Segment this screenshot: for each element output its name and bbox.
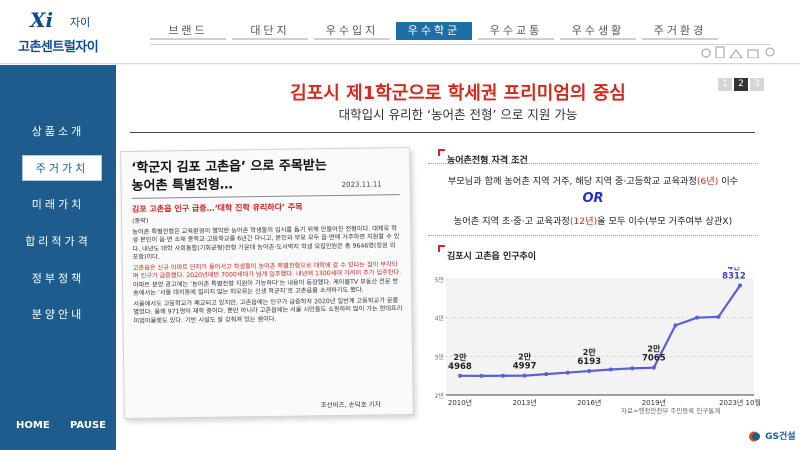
data-point xyxy=(651,365,656,370)
criteria-title: 농어촌전형 자격 조건 xyxy=(447,156,528,166)
page-title: 김포시 제1학군으로 학세권 프리미엄의 중심 xyxy=(290,83,626,104)
y-tick-label: 3만 xyxy=(435,353,445,361)
y-tick-label: 2만 xyxy=(435,392,445,400)
nav-large-complex[interactable]: 대단지 xyxy=(232,22,308,40)
article-subhead: 김포 고촌읍 인구 급증…‘대학 진학 유리하다’ 주목 xyxy=(131,202,303,214)
brand-logo[interactable]: Xi 자이 고촌센트럴자이 xyxy=(18,8,128,56)
gs-brand-logo: GS건설 xyxy=(748,429,796,442)
article-paragraph: 서울에서도 고등학교가 폐교되고 있지만, 고촌읍에는 인구가 급증하자 202… xyxy=(133,296,403,325)
page-subtitle: 대학입시 유리한 ‘농어촌 전형’ 으로 지원 가능 xyxy=(338,107,578,122)
pause-button[interactable]: PAUSE xyxy=(70,420,106,431)
data-point xyxy=(716,314,721,319)
data-point xyxy=(458,373,462,378)
article-text: 아파트 분양 광고에는 ‘농어촌 특별전형 지원이 가능하다’는 내용이 등장했… xyxy=(132,277,399,297)
xi-logo-mark: Xi xyxy=(30,8,54,32)
sidebar-item-living-value[interactable]: 주거가치 xyxy=(22,155,102,181)
sidebar-item-product[interactable]: 상품소개 xyxy=(31,125,85,138)
data-point xyxy=(565,370,570,375)
x-tick-label: 2010년 xyxy=(448,398,472,407)
bracket-icon xyxy=(438,149,445,156)
bracket-icon xyxy=(438,245,445,252)
left-sidebar: 상품소개 주거가치 미래가치 합리적가격 정부정책 분양안내 HOME PAUS… xyxy=(0,65,116,450)
criteria-text: 농어촌 지역 초·중·고 교육과정 xyxy=(453,216,570,227)
data-label: 8312 xyxy=(722,272,746,282)
chart-plot-area xyxy=(446,279,754,395)
data-point xyxy=(738,283,742,288)
page-indicator: 1 2 3 xyxy=(718,78,766,91)
population-title: 김포시 고촌읍 인구추이 xyxy=(447,252,537,262)
gs-brand-text: GS건설 xyxy=(765,432,796,442)
sidebar-item-sales-info[interactable]: 분양안내 xyxy=(31,308,85,321)
x-tick-label: 2019년 xyxy=(642,398,666,407)
data-point xyxy=(587,369,592,374)
article-headline: ‘학군지 김포 고촌읍’ 으로 주목받는 농어촌 특별전형… xyxy=(131,158,327,194)
data-point xyxy=(544,372,549,377)
criteria-text: 을 모두 이수(부모 거주여부 상관X) xyxy=(597,216,733,227)
nav-environment[interactable]: 주거환경 xyxy=(642,22,718,40)
x-tick-label: 2013년 xyxy=(512,398,536,407)
or-label: OR xyxy=(582,191,604,206)
criteria-highlight: (6년) xyxy=(696,176,719,187)
nav-location[interactable]: 우수입지 xyxy=(314,22,390,40)
data-label: 6193 xyxy=(577,357,601,367)
home-button[interactable]: HOME xyxy=(16,420,50,431)
data-point xyxy=(673,323,678,328)
page-3-button[interactable]: 3 xyxy=(750,78,764,91)
sidebar-item-price[interactable]: 합리적가격 xyxy=(25,235,91,248)
gs-circle-icon xyxy=(749,431,760,442)
data-label: 4968 xyxy=(448,362,472,372)
criteria-bottom-divider xyxy=(428,235,758,236)
nav-transport[interactable]: 우수교통 xyxy=(478,22,554,40)
sidebar-item-policy[interactable]: 정부정책 xyxy=(31,272,85,285)
article-paragraph: 고촌읍은 신규 아파트 단지가 들어서고 학생들이 농어촌 특별전형으로 대학에… xyxy=(133,261,403,299)
data-label: 4만 xyxy=(728,267,742,272)
nav-living[interactable]: 우수생활 xyxy=(560,22,636,40)
page-2-button[interactable]: 2 xyxy=(734,78,748,91)
data-point xyxy=(501,373,506,378)
criteria-box: 부모님과 함께 농어촌 지역 거주, 해당 지역 중·고등학교 교육과정(6년)… xyxy=(428,169,758,233)
y-tick-label: 5만 xyxy=(435,276,445,284)
series-line xyxy=(459,284,741,377)
data-point xyxy=(522,373,527,378)
nav-school-district[interactable]: 우수학군 xyxy=(396,22,472,40)
complex-name: 고촌센트럴자이 xyxy=(18,40,99,55)
data-point xyxy=(479,373,484,378)
chart-source: 자료=행정안전부 주민등록 인구통계 xyxy=(621,407,721,415)
article-date: 2023.11.11 xyxy=(341,180,382,189)
article-highlight: 고촌읍은 신규 아파트 단지가 들어서고 학생들이 농어촌 특별전형으로 대학에… xyxy=(132,260,402,280)
page-1-button[interactable]: 1 xyxy=(718,78,732,91)
criteria-text: 부모님과 함께 농어촌 지역 거주, 해당 지역 중·고등학교 교육과정 xyxy=(447,176,697,187)
nav-divider xyxy=(150,44,770,45)
x-tick-label: 2016년 xyxy=(577,398,601,407)
sidebar-item-future-value[interactable]: 미래가치 xyxy=(31,198,85,211)
data-point xyxy=(608,367,613,372)
news-clipping: ‘학군지 김포 고촌읍’ 으로 주목받는 농어촌 특별전형… 2023.11.1… xyxy=(120,146,414,420)
criteria-line-1: 부모님과 함께 농어촌 지역 거주, 해당 지역 중·고등학교 교육과정(6년)… xyxy=(428,173,758,187)
data-label: 2만 xyxy=(454,352,468,362)
nav-brand[interactable]: 브랜드 xyxy=(150,22,226,40)
criteria-highlight: (12년) xyxy=(569,216,598,227)
main-content: 김포시 제1학군으로 학세권 프리미엄의 중심 대학입시 유리한 ‘농어촌 전형… xyxy=(116,65,800,450)
title-divider xyxy=(130,132,755,133)
criteria-line-2: 농어촌 지역 초·중·고 교육과정(12년)을 모두 이수(부모 거주여부 상관… xyxy=(428,213,758,227)
article-byline: 조선비즈, 손덕호 기자 xyxy=(320,400,381,410)
town-icon xyxy=(701,46,775,58)
top-nav: 브랜드 대단지 우수입지 우수학군 우수교통 우수생활 주거환경 xyxy=(150,22,724,42)
data-label: 2만 xyxy=(647,344,661,354)
data-label: 2만 xyxy=(583,347,597,357)
y-tick-label: 4만 xyxy=(435,315,445,323)
criteria-text: 이수 xyxy=(718,176,739,187)
criteria-divider xyxy=(428,163,758,164)
article-paragraph: 농어촌 특별전형은 교육환경이 열악한 농어촌 학생들의 입시를 돕기 위해 만… xyxy=(132,224,400,261)
data-point xyxy=(630,366,635,371)
logo-sub-text: 자이 xyxy=(70,16,91,29)
data-label: 7065 xyxy=(642,354,666,364)
x-tick-label: 2023년 10월 xyxy=(719,398,760,407)
data-point xyxy=(694,315,699,320)
data-label: 4997 xyxy=(513,362,537,372)
top-header: Xi 자이 고촌센트럴자이 브랜드 대단지 우수입지 우수학군 우수교통 우수생… xyxy=(0,0,800,64)
data-label: 2만 xyxy=(518,352,532,362)
article-body: (중략) 농어촌 특별전형은 교육환경이 열악한 농어촌 학생들의 입시를 돕기… xyxy=(132,214,404,328)
